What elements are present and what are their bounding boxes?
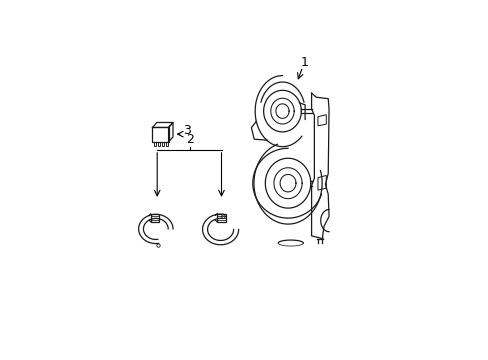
Text: 2: 2 [186, 133, 194, 146]
Text: 1: 1 [300, 56, 308, 69]
Text: 3: 3 [183, 124, 191, 137]
